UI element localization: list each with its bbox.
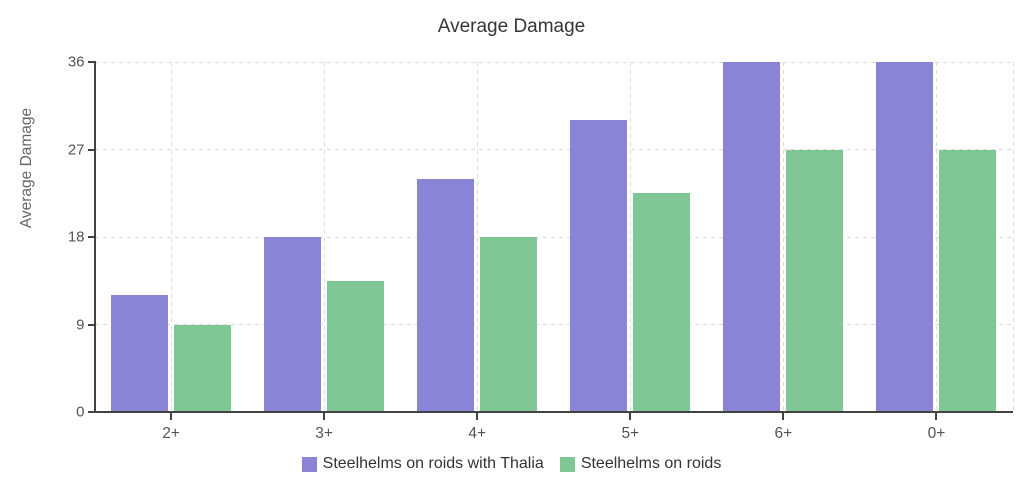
h-gridline-18 [94, 236, 1013, 238]
chart-legend: Steelhelms on roids with Thalia Steelhelm… [0, 455, 1023, 473]
y-tick-18 [87, 236, 95, 238]
bar-s1-5+ [633, 193, 691, 412]
x-tick-label-5+: 5+ [621, 425, 640, 442]
x-tick-label-0+: 0+ [927, 425, 946, 442]
v-gridline-2+ [170, 62, 172, 412]
legend-item-0[interactable]: Steelhelms on roids with Thalia [301, 455, 544, 473]
x-tick-label-3+: 3+ [315, 425, 333, 442]
h-gridline-36 [94, 61, 1013, 63]
x-tick-label-6+: 6+ [774, 425, 793, 442]
bar-s1-0+ [939, 149, 997, 412]
y-tick-0 [87, 411, 95, 413]
bar-s1-6+ [786, 149, 844, 412]
y-tick-36 [87, 61, 95, 63]
v-gridline-3+ [323, 62, 325, 412]
legend-item-1[interactable]: Steelhelms on roids [559, 455, 722, 473]
bar-s0-0+ [876, 62, 934, 412]
x-axis-line [93, 411, 1013, 413]
y-axis-line [93, 61, 96, 413]
v-gridline-6+ [782, 62, 784, 412]
v-gridline-right-edge [1012, 62, 1014, 412]
y-tick-27 [87, 148, 95, 151]
bar-s0-5+ [570, 120, 628, 412]
legend-label: Steelhelms on roids with Thalia [322, 455, 544, 472]
bar-s0-4+ [417, 178, 475, 412]
legend-label: Steelhelms on roids [580, 455, 722, 472]
x-tick-4+ [476, 413, 479, 420]
y-tick-label-27: 27 [67, 141, 85, 158]
x-tick-5+ [629, 413, 632, 420]
y-tick-label-18: 18 [67, 228, 85, 246]
x-tick-6+ [782, 413, 785, 420]
bar-s1-3+ [327, 280, 385, 412]
bar-s0-2+ [111, 295, 169, 412]
x-tick-label-4+: 4+ [468, 425, 487, 442]
h-gridline-9 [94, 324, 1013, 325]
chart-title: Average Damage [437, 16, 586, 37]
x-tick-0+ [935, 413, 938, 420]
bar-s1-4+ [480, 237, 538, 412]
y-tick-9 [87, 323, 95, 326]
v-gridline-5+ [629, 62, 631, 412]
h-gridline-27 [94, 149, 1013, 150]
y-tick-label-0: 0 [76, 403, 85, 421]
legend-swatch-icon [559, 456, 575, 472]
v-gridline-0+ [935, 62, 937, 412]
v-gridline-4+ [476, 62, 478, 412]
x-tick-3+ [323, 413, 326, 420]
x-tick-label-2+: 2+ [162, 425, 180, 442]
x-tick-2+ [170, 413, 173, 420]
legend-swatch-icon [301, 456, 317, 472]
bar-s0-6+ [723, 62, 781, 412]
bar-s1-2+ [174, 324, 232, 412]
bar-s0-3+ [264, 237, 322, 412]
y-tick-label-36: 36 [67, 53, 85, 71]
y-tick-label-9: 9 [76, 316, 85, 333]
